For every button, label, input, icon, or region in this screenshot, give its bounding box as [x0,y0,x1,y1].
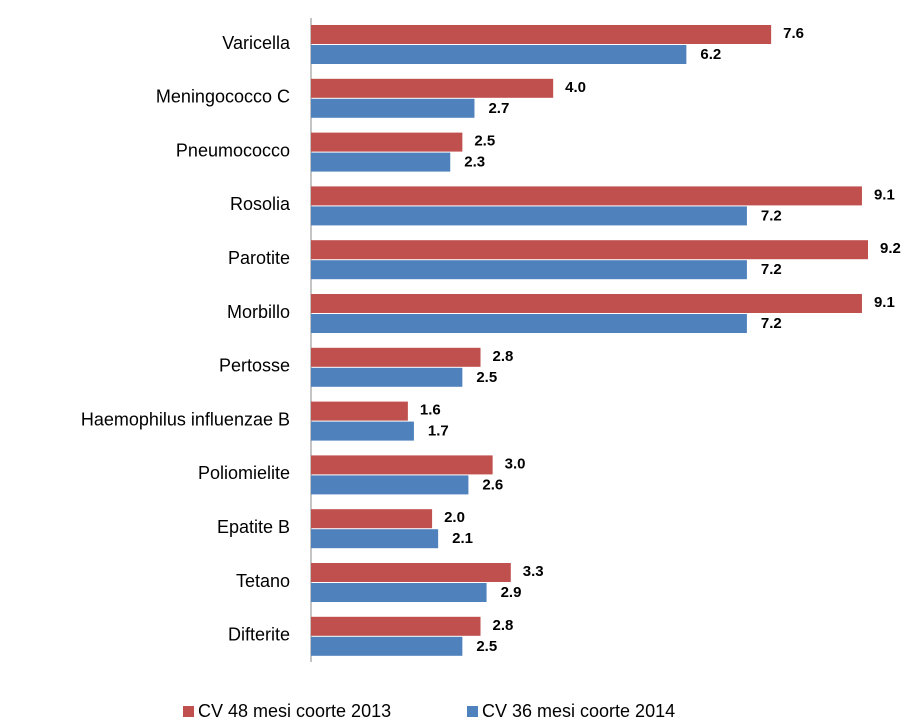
data-label: 7.2 [761,261,782,278]
data-label: 7.2 [761,207,782,224]
bar [311,206,747,226]
data-label: 1.6 [420,402,441,419]
bar [311,367,463,387]
data-label: 2.5 [474,133,495,150]
data-label: 9.1 [874,186,895,203]
bar [311,294,862,313]
data-label: 2.6 [482,476,503,493]
bar [311,45,687,64]
bar [311,132,463,152]
bar [311,616,481,636]
category-label: Pertosse [219,356,290,376]
data-label: 2.9 [501,584,522,601]
data-label: 2.8 [493,348,514,365]
bar [311,25,772,44]
category-label: Poliomielite [198,463,290,483]
legend-label: CV 36 mesi coorte 2014 [482,701,675,720]
legend-label: CV 48 mesi coorte 2013 [198,701,391,720]
legend-swatch [467,706,478,717]
data-label: 2.7 [488,100,509,117]
bar [311,401,408,421]
bar [311,186,862,206]
data-label: 7.6 [783,25,804,42]
bar [311,509,433,529]
bar [311,98,475,118]
data-label: 9.1 [874,294,895,311]
category-label: Difterite [228,625,290,645]
data-label: 3.0 [505,455,526,472]
legend-swatch [183,706,194,717]
category-label: Epatite B [217,517,290,537]
data-label: 2.8 [493,617,514,634]
bar [311,421,414,441]
data-label: 2.0 [444,509,465,526]
bar [311,260,747,280]
bar [311,475,469,495]
category-label: Varicella [222,33,291,53]
data-label: 1.7 [428,423,449,440]
bar [311,78,554,98]
category-label: Parotite [228,248,290,268]
category-label: Morbillo [227,302,290,322]
category-label: Tetano [236,571,290,591]
bar [311,583,487,602]
data-label: 2.5 [476,638,497,655]
bar [311,563,511,582]
category-label: Meningococco C [156,87,290,107]
bar [311,636,463,656]
data-label: 3.3 [523,563,544,580]
bar [311,455,493,475]
bar [311,314,747,333]
data-label: 2.3 [464,154,485,171]
data-label: 4.0 [565,79,586,96]
category-label: Pneumococco [176,140,290,160]
data-label: 2.5 [476,369,497,386]
data-label: 7.2 [761,315,782,332]
bar [311,240,868,260]
data-label: 6.2 [700,46,721,63]
bar [311,152,451,172]
data-label: 2.1 [452,530,473,547]
data-label: 9.2 [880,240,901,257]
bar [311,529,439,549]
category-label: Rosolia [230,194,291,214]
bar [311,347,481,367]
category-label: Haemophilus influenzae B [81,409,290,429]
